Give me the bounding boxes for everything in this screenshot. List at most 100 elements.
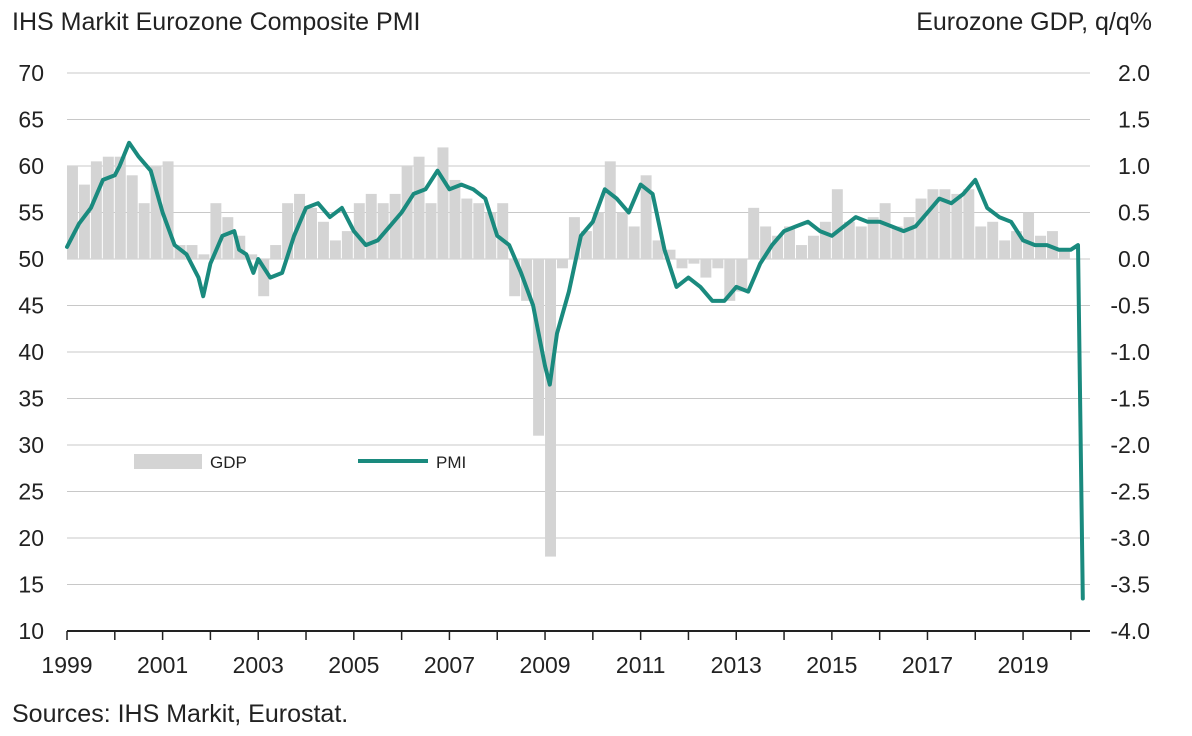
gdp-bar: [796, 245, 807, 259]
gdp-bar: [246, 254, 258, 259]
gdp-bar: [461, 198, 473, 259]
gdp-bar: [784, 226, 796, 259]
gdp-bar: [67, 166, 78, 259]
right-tick-label: 0.5: [1118, 200, 1150, 226]
gdp-bar: [306, 207, 317, 259]
gdp-bar: [521, 259, 533, 301]
gdp-bar: [879, 203, 891, 259]
left-tick-label: 20: [18, 525, 44, 551]
gdp-bar: [831, 189, 843, 259]
gdp-bar: [963, 189, 975, 259]
x-tick-label: 2001: [137, 652, 188, 678]
gdp-bar: [927, 189, 939, 259]
gdp-bar: [413, 156, 425, 259]
gdp-bar: [353, 203, 365, 259]
right-tick-label: 1.0: [1118, 153, 1150, 179]
gdp-bar: [533, 259, 545, 436]
left-tick-label: 15: [18, 572, 44, 598]
x-tick-label: 2017: [902, 652, 953, 678]
gdp-bar: [317, 221, 329, 259]
gdp-bar: [999, 240, 1011, 259]
right-tick-label: -3.5: [1110, 572, 1150, 598]
gdp-bar: [545, 259, 556, 557]
gdp-bar: [449, 179, 461, 259]
gdp-bar: [891, 226, 903, 259]
gdp-bar: [604, 161, 616, 259]
left-tick-label: 70: [18, 60, 44, 86]
pmi-line: [65, 140, 1085, 601]
gdp-bar: [628, 226, 640, 259]
gdp-bar: [640, 175, 652, 259]
gdp-bar: [819, 221, 831, 259]
gdp-bar: [258, 259, 270, 297]
gdp-bar: [1035, 235, 1046, 259]
gdp-bar: [90, 161, 102, 259]
right-tick-label: -0.5: [1110, 293, 1150, 319]
right-tick-label: 1.5: [1118, 107, 1150, 133]
gdp-bar: [329, 240, 341, 259]
gdp-bar: [676, 259, 688, 269]
x-tick-label: 2019: [997, 652, 1048, 678]
gdp-bar: [616, 212, 628, 259]
right-tick-label: -2.5: [1110, 479, 1150, 505]
x-tick-label: 2013: [711, 652, 762, 678]
left-tick-label: 30: [18, 432, 44, 458]
gdp-bar: [365, 193, 377, 259]
gdp-bar: [951, 193, 963, 259]
x-tick-label: 2007: [424, 652, 475, 678]
right-tick-label: -2.0: [1110, 432, 1150, 458]
gdp-bar: [1058, 249, 1070, 259]
gdp-bar: [473, 203, 485, 259]
gdp-bar: [915, 198, 927, 259]
left-tick-label: 40: [18, 339, 44, 365]
gdp-bar: [1046, 231, 1058, 259]
legend-gdp-label: GDP: [210, 453, 247, 472]
x-tick-labels: 1999 2001 2003 2005 2007 2009 2011 2013 2015 2017…: [41, 652, 1048, 678]
right-tick-label: -3.0: [1110, 525, 1150, 551]
grid-lines: [67, 72, 1090, 585]
legend-gdp-swatch: [134, 454, 202, 469]
gdp-bar: [843, 221, 855, 259]
right-tick-label: -4.0: [1110, 618, 1150, 644]
left-tick-label: 35: [18, 386, 44, 412]
gdp-bar: [807, 235, 819, 259]
legend: GDP PMI: [134, 453, 466, 472]
gdp-bar: [1011, 231, 1023, 259]
left-tick-label: 25: [18, 479, 44, 505]
left-tick-labels: 70 65 60 55 50 45 40 35 30 25 20 15 10: [18, 60, 44, 644]
gdp-bar: [580, 231, 592, 259]
left-tick-label: 50: [18, 246, 44, 272]
gdp-bar: [485, 212, 497, 259]
x-tick-label: 2009: [519, 652, 570, 678]
left-tick-label: 60: [18, 153, 44, 179]
gdp-bar: [592, 212, 604, 259]
gdp-bar: [114, 156, 126, 259]
gdp-bar: [210, 203, 222, 259]
legend-pmi-label: PMI: [436, 453, 466, 472]
gdp-bar: [975, 226, 987, 259]
gdp-bar: [724, 259, 736, 301]
gdp-bar: [736, 259, 748, 292]
gdp-bar: [389, 193, 401, 259]
gdp-bar: [437, 147, 449, 259]
x-tick-label: 2005: [328, 652, 379, 678]
gdp-bar: [78, 184, 90, 259]
gdp-bar: [102, 156, 114, 259]
gdp-bar: [270, 245, 282, 259]
gdp-bar: [867, 217, 879, 259]
gdp-bar: [497, 203, 509, 259]
gdp-bar: [174, 245, 186, 259]
gdp-bar: [939, 189, 951, 259]
gdp-bar: [401, 166, 413, 259]
gdp-bar: [772, 235, 784, 259]
right-axis-title: Eurozone GDP, q/q%: [916, 8, 1152, 36]
gdp-bar: [138, 203, 150, 259]
gdp-bar: [700, 259, 712, 278]
left-tick-label: 65: [18, 107, 44, 133]
right-tick-label: -1.5: [1110, 386, 1150, 412]
left-tick-label: 45: [18, 293, 44, 319]
gdp-bar: [664, 249, 676, 259]
gdp-bar: [222, 217, 234, 259]
right-tick-label: -1.0: [1110, 339, 1150, 365]
